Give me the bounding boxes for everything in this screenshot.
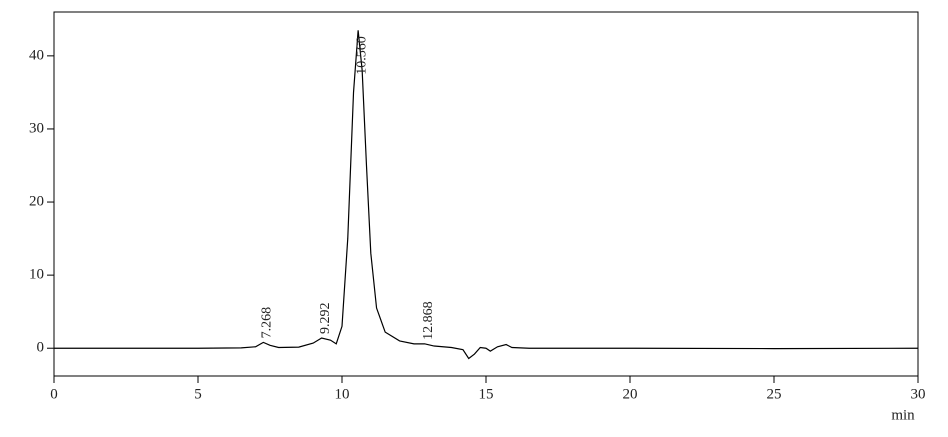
peak-label: 7.268 <box>260 307 275 339</box>
x-tick-label: 15 <box>479 386 494 402</box>
x-axis-label: min <box>891 407 915 423</box>
y-tick-label: 30 <box>29 120 44 136</box>
peak-label: 10.560 <box>354 36 369 75</box>
x-tick-label: 0 <box>50 386 58 402</box>
x-tick-label: 30 <box>911 386 926 402</box>
x-tick-label: 20 <box>623 386 638 402</box>
peak-label: 12.868 <box>421 301 436 340</box>
y-tick-label: 20 <box>29 193 44 209</box>
y-tick-label: 10 <box>29 267 44 283</box>
x-tick-label: 5 <box>194 386 202 402</box>
y-tick-label: 40 <box>29 47 44 63</box>
x-tick-label: 25 <box>767 386 782 402</box>
y-tick-label: 0 <box>37 340 45 356</box>
signal-line <box>54 30 919 360</box>
peak-label: 9.292 <box>318 302 333 334</box>
plot-frame <box>53 11 919 377</box>
x-tick-label: 10 <box>335 386 350 402</box>
